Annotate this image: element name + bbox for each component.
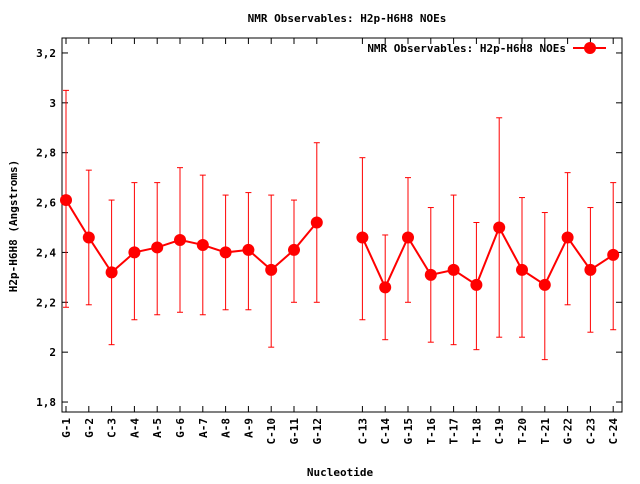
x-axis-label: Nucleotide <box>307 466 374 479</box>
legend-point-sample <box>584 42 596 54</box>
y-axis-label: H2p-H6H8 (Angstroms) <box>7 160 20 292</box>
x-tick-label: G-12 <box>311 418 324 445</box>
data-point <box>424 268 437 281</box>
y-tick-label: 2,8 <box>36 147 56 160</box>
legend: NMR Observables: H2p-H6H8 NOEs <box>367 42 606 55</box>
series-line <box>65 199 318 274</box>
x-tick-label: C-10 <box>265 418 278 445</box>
x-tick-label: T-17 <box>448 418 461 445</box>
y-tick-label: 3 <box>49 97 56 110</box>
y-tick-label: 2 <box>49 346 56 359</box>
data-point <box>60 194 72 207</box>
data-point <box>310 216 323 229</box>
data-point <box>219 246 232 259</box>
data-point <box>265 263 278 276</box>
x-tick-label: C-14 <box>379 418 392 445</box>
x-tick-label: A-9 <box>242 418 255 438</box>
x-tick-label: T-18 <box>470 418 483 445</box>
data-point <box>151 241 164 254</box>
data-point <box>584 263 597 276</box>
x-tick-label: C-19 <box>493 418 506 445</box>
x-tick-label: G-15 <box>402 418 415 445</box>
data-point <box>493 221 506 234</box>
data-point <box>356 231 369 244</box>
x-tick-label: A-4 <box>128 418 141 438</box>
x-tick-label: A-8 <box>220 418 233 438</box>
y-tick-label: 1,8 <box>36 396 56 409</box>
data-point <box>447 263 460 276</box>
x-tick-label: T-16 <box>425 418 438 445</box>
x-tick-label: G-22 <box>562 418 575 445</box>
x-tick-label: A-7 <box>197 418 210 438</box>
data-point <box>516 263 528 276</box>
data-point <box>538 278 551 291</box>
x-tick-label: G-11 <box>288 418 301 445</box>
y-tick-label: 3,2 <box>36 47 56 60</box>
data-point <box>288 243 300 256</box>
x-tick-label: T-20 <box>516 418 529 445</box>
data-point <box>196 238 209 251</box>
x-tick-label: C-3 <box>106 418 119 438</box>
x-tick-label: G-1 <box>60 418 73 438</box>
data-point <box>242 243 255 256</box>
x-tick-label: C-23 <box>584 418 597 445</box>
data-point <box>105 266 118 279</box>
chart-title: NMR Observables: H2p-H6H8 NOEs <box>248 12 447 25</box>
x-tick-label: T-21 <box>539 418 552 445</box>
x-tick-label: A-5 <box>151 418 164 438</box>
x-tick-label: C-13 <box>356 418 369 445</box>
y-tick-label: 2,4 <box>36 246 56 259</box>
data-point <box>379 281 392 294</box>
data-point <box>402 231 414 244</box>
data-point <box>470 278 483 291</box>
legend-label: NMR Observables: H2p-H6H8 NOEs <box>367 42 566 55</box>
data-point <box>128 246 141 259</box>
data-point <box>561 231 574 244</box>
data-point <box>82 231 95 244</box>
y-tick-label: 2,2 <box>36 296 56 309</box>
plot-frame <box>61 37 623 413</box>
y-tick-label: 2,6 <box>36 197 56 210</box>
series-line <box>361 225 614 290</box>
x-tick-label: G-6 <box>174 418 187 438</box>
data-point <box>174 233 186 246</box>
x-tick-label: G-2 <box>83 418 96 438</box>
data-point <box>607 248 620 261</box>
x-tick-label: C-24 <box>607 418 620 445</box>
